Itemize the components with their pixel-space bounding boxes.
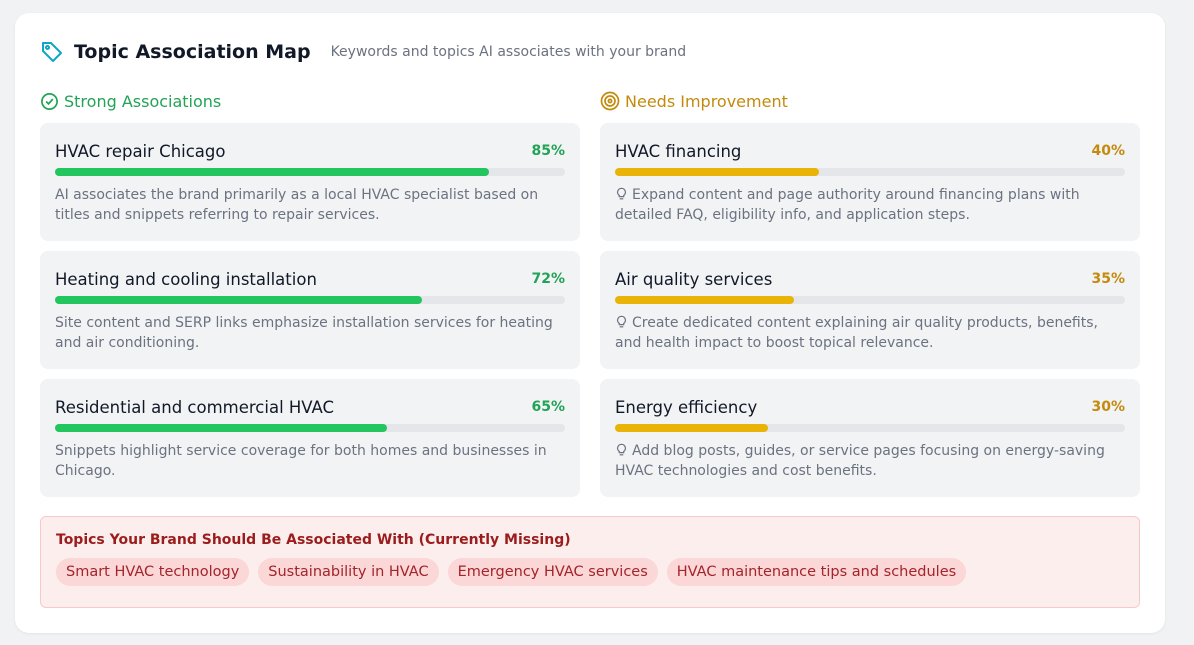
- topic-card: Energy efficiency 30% Add blog posts, guid…: [600, 379, 1140, 497]
- score-track: [55, 168, 565, 176]
- topic-name: Residential and commercial HVAC: [55, 397, 335, 417]
- missing-title: Topics Your Brand Should Be Associated W…: [56, 532, 571, 548]
- improvement-column: Needs Improvement HVAC financing 40% Expan…: [600, 91, 1140, 507]
- bulb-icon: [617, 187, 626, 200]
- score-bar: [55, 424, 387, 432]
- score-label: 40%: [1091, 143, 1125, 159]
- description: AI associates the brand primarily as a l…: [55, 185, 565, 225]
- section-title-text: Strong Associations: [64, 91, 222, 111]
- missing-topics: Topics Your Brand Should Be Associated W…: [40, 516, 1140, 608]
- topic-row: Energy efficiency 30%: [615, 393, 1125, 421]
- topic-row: HVAC financing 40%: [615, 137, 1125, 165]
- strong-column: Strong Associations HVAC repair Chicago 8…: [40, 91, 580, 507]
- target-icon: [600, 91, 620, 111]
- score-label: 72%: [531, 271, 565, 287]
- score-bar: [615, 296, 794, 304]
- card: Topic Association Map Keywords and topic…: [15, 13, 1165, 633]
- description: Snippets highlight service coverage for …: [55, 441, 565, 481]
- score-label: 35%: [1091, 271, 1125, 287]
- score-track: [55, 424, 565, 432]
- subtitle: Keywords and topics AI associates with y…: [330, 44, 687, 60]
- score-label: 85%: [531, 143, 565, 159]
- score-track: [55, 296, 565, 304]
- score-bar: [55, 168, 489, 176]
- score-label: 65%: [531, 399, 565, 415]
- topic-name: HVAC financing: [615, 141, 742, 161]
- description-text: Create dedicated content explaining air …: [615, 315, 1098, 351]
- missing-tag: Emergency HVAC services: [447, 558, 658, 586]
- topic-row: Air quality services 35%: [615, 265, 1125, 293]
- topic-name: Heating and cooling installation: [55, 269, 317, 289]
- description-text: AI associates the brand primarily as a l…: [55, 187, 539, 223]
- topic-name: HVAC repair Chicago: [55, 141, 226, 161]
- description: Add blog posts, guides, or service pages…: [615, 441, 1125, 481]
- score-track: [615, 424, 1125, 432]
- bulb-icon: [617, 443, 626, 456]
- tag-icon: [42, 42, 62, 62]
- description-text: Snippets highlight service coverage for …: [55, 443, 547, 479]
- description-text: Site content and SERP links emphasize in…: [55, 315, 553, 351]
- topic-row: Heating and cooling installation 72%: [55, 265, 565, 293]
- topic-row: Residential and commercial HVAC 65%: [55, 393, 565, 421]
- description: Create dedicated content explaining air …: [615, 313, 1125, 353]
- score-bar: [615, 424, 768, 432]
- score-bar: [55, 296, 423, 304]
- topic-card: HVAC repair Chicago 85% AI associates the …: [40, 123, 580, 241]
- topic-card: Heating and cooling installation 72% Site …: [40, 251, 580, 369]
- missing-tag: Smart HVAC technology: [56, 558, 250, 586]
- missing-tag: HVAC maintenance tips and schedules: [666, 558, 967, 586]
- score-track: [615, 168, 1125, 176]
- topic-row: HVAC repair Chicago 85%: [55, 137, 565, 165]
- header: Topic Association Map Keywords and topic…: [40, 40, 686, 64]
- section-title: Needs Improvement: [600, 91, 1140, 111]
- description: Site content and SERP links emphasize in…: [55, 313, 565, 353]
- score-label: 30%: [1091, 399, 1125, 415]
- description-text: Add blog posts, guides, or service pages…: [615, 443, 1105, 479]
- section-title-text: Needs Improvement: [625, 91, 788, 111]
- tag-list: Smart HVAC technology Sustainability in H…: [56, 558, 1124, 586]
- title: Topic Association Map: [74, 41, 311, 63]
- description: Expand content and page authority around…: [615, 185, 1125, 225]
- topic-card: HVAC financing 40% Expand content and page…: [600, 123, 1140, 241]
- topic-card: Residential and commercial HVAC 65% Snippe…: [40, 379, 580, 497]
- bulb-icon: [617, 315, 626, 328]
- check-icon: [41, 92, 58, 110]
- topic-name: Air quality services: [615, 269, 773, 289]
- missing-tag: Sustainability in HVAC: [258, 558, 439, 586]
- score-track: [615, 296, 1125, 304]
- topic-name: Energy efficiency: [615, 397, 758, 417]
- score-bar: [615, 168, 819, 176]
- section-title: Strong Associations: [40, 91, 580, 111]
- description-text: Expand content and page authority around…: [615, 187, 1080, 223]
- topic-card: Air quality services 35% Create dedicated …: [600, 251, 1140, 369]
